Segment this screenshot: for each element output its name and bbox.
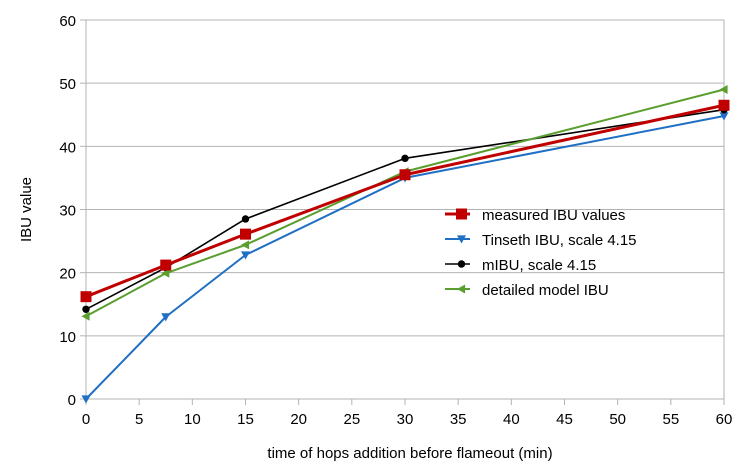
data-point-triangle	[81, 395, 91, 404]
y-tick-label: 60	[59, 13, 76, 30]
x-tick-label: 55	[662, 411, 679, 428]
legend-item: mIBU, scale 4.15	[445, 257, 596, 274]
legend-label: mIBU, scale 4.15	[482, 257, 596, 274]
x-tick-label: 0	[82, 411, 90, 428]
x-tick-label: 30	[397, 411, 414, 428]
x-tick-label: 5	[135, 411, 143, 428]
y-tick-label: 50	[59, 76, 76, 93]
data-point-square	[718, 99, 730, 111]
x-tick-label: 20	[290, 411, 307, 428]
data-point-triangle	[161, 313, 171, 322]
series-0	[80, 99, 730, 303]
x-tick-label: 50	[609, 411, 626, 428]
legend-label: Tinseth IBU, scale 4.15	[482, 232, 637, 249]
legend-label: detailed model IBU	[482, 282, 609, 299]
data-point-square	[160, 259, 172, 271]
data-point-square	[240, 228, 251, 240]
x-tick-label: 25	[343, 411, 360, 428]
x-tick-label: 60	[716, 411, 733, 428]
x-tick-label: 35	[450, 411, 467, 428]
x-axis: 0 5 10 15 20 25 30 35 40 45 50 55 60	[82, 399, 733, 428]
data-point-triangle	[719, 112, 729, 121]
legend: measured IBU values Tinseth IBU, scale 4.…	[445, 207, 637, 299]
x-tick-label: 10	[184, 411, 201, 428]
data-point-square	[456, 208, 467, 220]
x-tick-label: 45	[556, 411, 573, 428]
y-axis-label: IBU value	[18, 177, 35, 242]
y-tick-label: 20	[59, 266, 76, 283]
data-point-triangle	[81, 311, 90, 321]
data-point-triangle	[457, 235, 466, 244]
legend-item: measured IBU values	[445, 207, 625, 224]
data-point-circle	[241, 215, 250, 223]
data-point-circle	[82, 305, 90, 314]
data-point-triangle	[719, 84, 728, 94]
y-tick-label: 0	[68, 392, 76, 409]
data-point-circle	[401, 154, 409, 163]
y-tick-label: 30	[59, 203, 76, 220]
data-point-triangle	[161, 268, 170, 278]
y-axis: 0 10 20 30 40 50 60	[59, 13, 86, 409]
legend-item: Tinseth IBU, scale 4.15	[445, 232, 637, 249]
y-tick-label: 10	[59, 329, 76, 346]
data-point-triangle	[241, 240, 250, 250]
series-3	[81, 84, 728, 321]
y-tick-label: 40	[59, 139, 76, 156]
data-point-triangle	[241, 251, 250, 260]
data-point-square	[80, 291, 92, 303]
x-tick-label: 15	[237, 411, 254, 428]
x-axis-label: time of hops addition before flameout (m…	[267, 445, 552, 462]
grid	[86, 19, 724, 400]
data-point-circle	[457, 260, 466, 268]
series-layer	[80, 84, 730, 404]
data-point-square	[399, 169, 411, 181]
data-point-triangle	[457, 284, 466, 294]
legend-label: measured IBU values	[482, 207, 625, 224]
x-tick-label: 40	[503, 411, 520, 428]
legend-item: detailed model IBU	[445, 282, 609, 299]
